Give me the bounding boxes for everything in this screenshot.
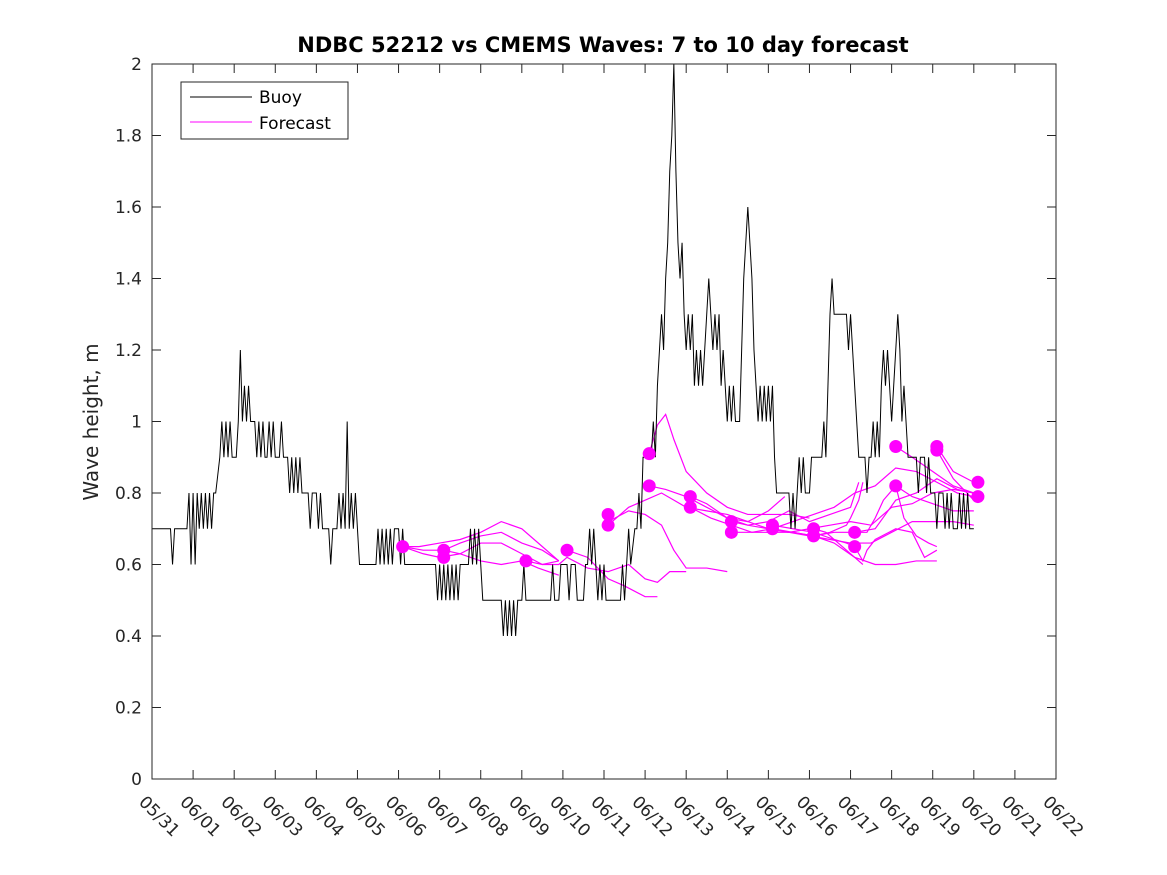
forecast-marker — [765, 522, 779, 536]
x-tick-label: 06/03 — [258, 792, 307, 841]
x-tick-label: 05/31 — [134, 792, 183, 841]
forecast-line — [649, 482, 860, 526]
forecast-line — [895, 446, 975, 494]
forecast-line — [402, 520, 560, 562]
y-tick-label: 1 — [131, 413, 142, 433]
x-tick-label: 06/17 — [833, 792, 882, 841]
x-tick-label: 06/04 — [299, 792, 348, 841]
legend-forecast-label: Forecast — [259, 114, 331, 134]
x-tick-label: 06/09 — [504, 792, 553, 841]
forecast-marker — [848, 525, 862, 539]
x-tick-label: 06/10 — [545, 792, 594, 841]
x-tick-label: 06/13 — [669, 792, 718, 841]
forecast-marker — [889, 440, 903, 454]
forecast-line — [525, 556, 687, 584]
forecast-line — [648, 413, 810, 519]
x-tick-label: 06/18 — [874, 792, 923, 841]
y-tick-label: 0.2 — [115, 699, 142, 719]
forecast-marker — [971, 490, 985, 504]
forecast-line — [813, 482, 864, 537]
x-tick-label: 06/15 — [751, 792, 800, 841]
x-tick-label: 06/06 — [381, 792, 430, 841]
legend: Buoy Forecast — [180, 81, 349, 140]
x-tick-label: 06/08 — [463, 792, 512, 841]
forecast-marker — [396, 540, 410, 554]
forecast-line — [566, 549, 658, 598]
legend-box — [180, 81, 349, 140]
buoy-line — [152, 63, 974, 637]
forecast-line — [402, 542, 559, 566]
y-tick-label: 0.8 — [115, 484, 142, 504]
forecast-marker — [601, 507, 615, 521]
y-tick-label: 0.6 — [115, 556, 142, 576]
forecast-marker — [724, 515, 738, 529]
x-tick-label: 06/01 — [176, 792, 225, 841]
forecast-marker — [930, 443, 944, 457]
x-tick-label: 06/07 — [422, 792, 471, 841]
x-tick-label: 06/11 — [586, 792, 635, 841]
forecast-marker — [437, 550, 451, 564]
y-tick-label: 0.4 — [115, 627, 142, 647]
forecast-marker — [807, 529, 821, 543]
y-tick-label: 0 — [131, 770, 142, 790]
forecast-line — [402, 531, 560, 562]
y-tick-label: 1.4 — [115, 270, 142, 290]
forecast-marker — [560, 543, 574, 557]
forecast-marker — [971, 475, 985, 489]
forecast-markers — [396, 440, 985, 568]
chart-title: NDBC 52212 vs CMEMS Waves: 7 to 10 day f… — [297, 33, 908, 57]
forecast-line — [443, 549, 559, 576]
y-tick-label: 2 — [131, 55, 142, 75]
forecast-marker — [724, 525, 738, 539]
x-tick-label: 06/14 — [710, 792, 759, 841]
forecast-marker — [683, 490, 697, 504]
legend-buoy-label: Buoy — [259, 88, 302, 108]
forecast-marker — [889, 479, 903, 493]
y-tick-label: 1.2 — [115, 341, 142, 361]
forecast-marker — [642, 447, 656, 461]
forecast-line — [936, 449, 975, 501]
x-tick-label: 06/20 — [956, 792, 1005, 841]
forecast-line — [772, 528, 864, 565]
plot-area — [152, 64, 1056, 779]
forecast-marker — [848, 540, 862, 554]
x-tick-label: 06/12 — [628, 792, 677, 841]
forecast-line — [936, 446, 975, 483]
x-tick-label: 06/21 — [997, 792, 1046, 841]
y-tick-label: 1.6 — [115, 198, 142, 218]
x-tick-label: 06/05 — [340, 792, 389, 841]
forecast-line — [854, 528, 938, 563]
x-tick-label: 06/22 — [1038, 792, 1087, 841]
x-tick-label: 06/16 — [792, 792, 841, 841]
forecast-marker — [683, 500, 697, 514]
forecast-marker — [519, 554, 533, 568]
forecast-marker — [642, 479, 656, 493]
forecast-marker — [601, 518, 615, 532]
forecast-line — [607, 510, 728, 573]
x-tick-label: 06/19 — [915, 792, 964, 841]
y-tick-label: 1.8 — [115, 127, 142, 147]
x-tick-label: 06/02 — [217, 792, 266, 841]
y-axis-label: Wave height, m — [79, 343, 103, 500]
